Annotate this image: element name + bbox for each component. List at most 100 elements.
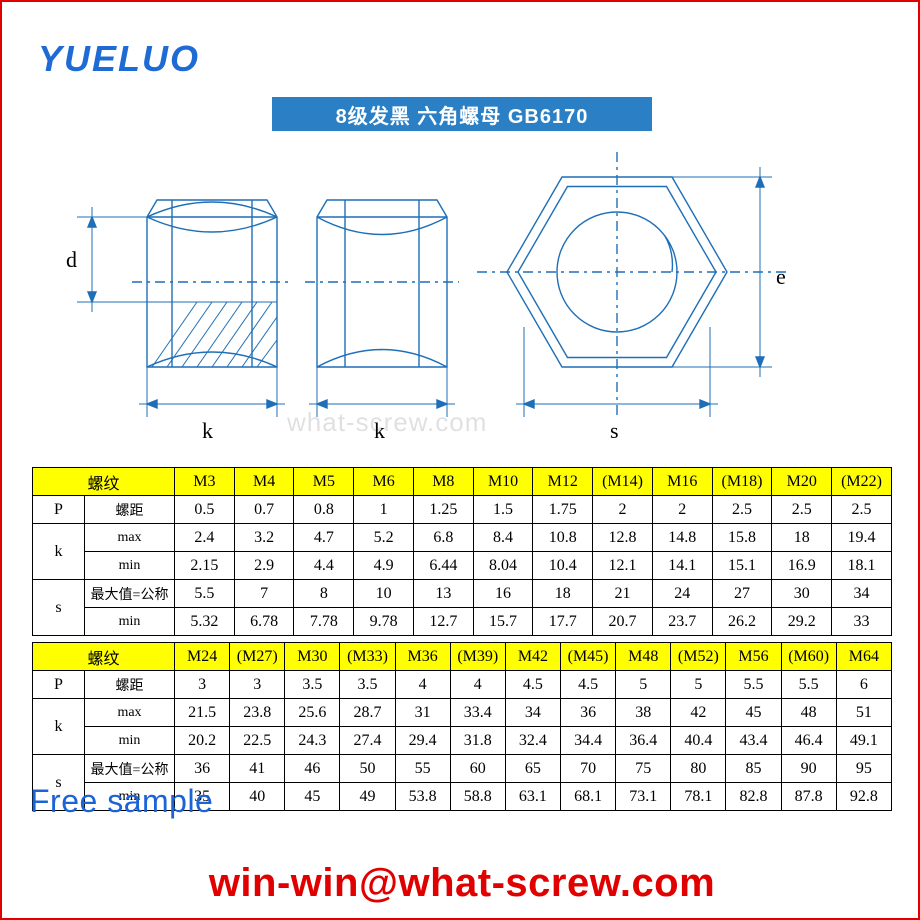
value-cell: 48	[781, 699, 836, 727]
footer-email: win-win@what-screw.com	[2, 861, 920, 906]
table-header-size: M12	[533, 468, 593, 496]
value-cell: 29.4	[395, 727, 450, 755]
table-header-size: (M39)	[450, 643, 505, 671]
dim-label-e: e	[776, 264, 786, 290]
value-cell: 68.1	[561, 783, 616, 811]
value-cell: 19.4	[832, 524, 892, 552]
value-cell: 70	[561, 755, 616, 783]
value-cell: 3.5	[285, 671, 340, 699]
table-header-size: (M27)	[230, 643, 285, 671]
value-cell: 2.15	[175, 552, 235, 580]
sub-cell: 螺距	[85, 671, 175, 699]
sub-cell: max	[85, 524, 175, 552]
value-cell: 2	[652, 496, 712, 524]
table-header-size: M36	[395, 643, 450, 671]
value-cell: 2.9	[234, 552, 294, 580]
value-cell: 3.5	[340, 671, 395, 699]
table-header-size: M4	[234, 468, 294, 496]
sub-cell: 最大值=公称	[85, 755, 175, 783]
param-cell: P	[33, 671, 85, 699]
value-cell: 49	[340, 783, 395, 811]
value-cell: 55	[395, 755, 450, 783]
value-cell: 75	[616, 755, 671, 783]
value-cell: 29.2	[772, 608, 832, 636]
value-cell: 38	[616, 699, 671, 727]
value-cell: 10	[354, 580, 414, 608]
value-cell: 14.1	[652, 552, 712, 580]
value-cell: 9.78	[354, 608, 414, 636]
value-cell: 4.7	[294, 524, 354, 552]
value-cell: 82.8	[726, 783, 781, 811]
value-cell: 92.8	[836, 783, 891, 811]
table-row: P螺距0.50.70.811.251.51.75222.52.52.5	[33, 496, 892, 524]
value-cell: 20.7	[593, 608, 653, 636]
value-cell: 21.5	[175, 699, 230, 727]
value-cell: 13	[413, 580, 473, 608]
value-cell: 6	[836, 671, 891, 699]
table-header-size: M20	[772, 468, 832, 496]
value-cell: 41	[230, 755, 285, 783]
value-cell: 90	[781, 755, 836, 783]
value-cell: 25.6	[285, 699, 340, 727]
table-header-param: 螺纹	[33, 643, 175, 671]
value-cell: 2.5	[712, 496, 772, 524]
value-cell: 46	[285, 755, 340, 783]
value-cell: 4.9	[354, 552, 414, 580]
value-cell: 58.8	[450, 783, 505, 811]
table-row: kmax2.43.24.75.26.88.410.812.814.815.818…	[33, 524, 892, 552]
value-cell: 12.8	[593, 524, 653, 552]
table-header-size: (M45)	[561, 643, 616, 671]
value-cell: 16	[473, 580, 533, 608]
table-header-size: (M18)	[712, 468, 772, 496]
value-cell: 27.4	[340, 727, 395, 755]
value-cell: 15.7	[473, 608, 533, 636]
value-cell: 53.8	[395, 783, 450, 811]
value-cell: 7.78	[294, 608, 354, 636]
sub-cell: min	[85, 608, 175, 636]
value-cell: 18	[533, 580, 593, 608]
param-cell: k	[33, 524, 85, 580]
table-header-size: M3	[175, 468, 235, 496]
dim-label-k-left: k	[202, 418, 213, 444]
dim-label-d: d	[66, 247, 77, 273]
param-cell: s	[33, 580, 85, 636]
value-cell: 28.7	[340, 699, 395, 727]
table-header-size: M30	[285, 643, 340, 671]
value-cell: 12.7	[413, 608, 473, 636]
value-cell: 16.9	[772, 552, 832, 580]
value-cell: 7	[234, 580, 294, 608]
value-cell: 2.5	[832, 496, 892, 524]
value-cell: 8.4	[473, 524, 533, 552]
param-cell: P	[33, 496, 85, 524]
value-cell: 12.1	[593, 552, 653, 580]
value-cell: 1	[354, 496, 414, 524]
table-header-size: (M33)	[340, 643, 395, 671]
value-cell: 1.75	[533, 496, 593, 524]
table-header-size: M10	[473, 468, 533, 496]
value-cell: 22.5	[230, 727, 285, 755]
sub-cell: min	[85, 727, 175, 755]
value-cell: 45	[285, 783, 340, 811]
value-cell: 49.1	[836, 727, 891, 755]
dim-label-k-mid: k	[374, 418, 385, 444]
value-cell: 34	[505, 699, 560, 727]
free-sample-overlay: Free sample	[30, 783, 213, 820]
table-header-param: 螺纹	[33, 468, 175, 496]
value-cell: 5.5	[726, 671, 781, 699]
value-cell: 2	[593, 496, 653, 524]
title-banner: 8级发黑 六角螺母 GB6170	[272, 97, 652, 131]
value-cell: 20.2	[175, 727, 230, 755]
value-cell: 23.8	[230, 699, 285, 727]
value-cell: 4.4	[294, 552, 354, 580]
table-header-size: M8	[413, 468, 473, 496]
value-cell: 34	[832, 580, 892, 608]
value-cell: 23.7	[652, 608, 712, 636]
value-cell: 95	[836, 755, 891, 783]
table-row: min2.152.94.44.96.448.0410.412.114.115.1…	[33, 552, 892, 580]
value-cell: 1.25	[413, 496, 473, 524]
value-cell: 17.7	[533, 608, 593, 636]
table-header-size: (M22)	[832, 468, 892, 496]
value-cell: 87.8	[781, 783, 836, 811]
value-cell: 40	[230, 783, 285, 811]
table-header-size: M5	[294, 468, 354, 496]
